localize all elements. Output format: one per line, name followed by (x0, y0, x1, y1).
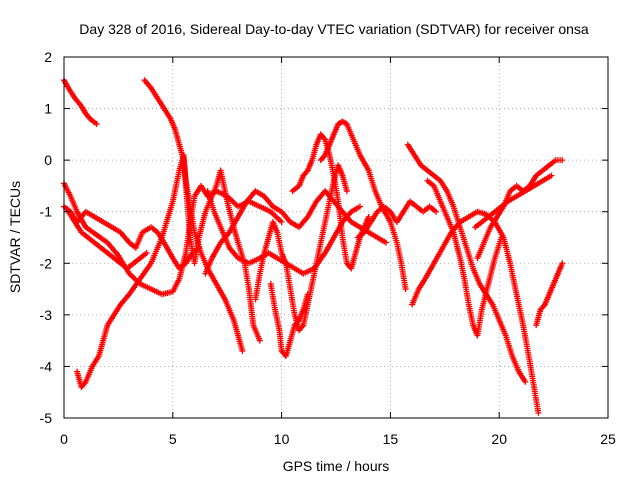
y-tick-label: -3 (40, 307, 53, 323)
data-point-track-14 (522, 378, 529, 385)
x-tick-label: 5 (169, 431, 177, 447)
data-point-track-7 (383, 239, 390, 246)
data-point-track-1 (93, 121, 100, 128)
data-point-track-12 (321, 153, 328, 160)
x-tick-label: 0 (60, 431, 68, 447)
grid-layer (64, 57, 608, 418)
x-tick-label: 10 (274, 431, 290, 447)
data-point-track-13 (433, 208, 440, 215)
data-point-track-5 (195, 244, 202, 251)
y-tick-label: -2 (40, 255, 53, 271)
y-tick-label: 2 (44, 49, 52, 65)
y-tick-label: -5 (40, 410, 53, 426)
data-point-track-2 (278, 219, 285, 226)
axis-ticks: 0 5 10 15 20 25 -5 -4 -3 -2 -1 0 1 2 (40, 49, 616, 447)
y-tick-label: 0 (44, 152, 52, 168)
data-points (61, 77, 566, 416)
x-tick-label: 20 (491, 431, 507, 447)
y-tick-label: -4 (40, 358, 53, 374)
data-point-track-15 (535, 409, 542, 416)
data-point-track-19 (559, 260, 566, 267)
data-point-track-19 (540, 302, 547, 309)
data-point-track-3 (81, 380, 88, 387)
plot-frame (63, 56, 609, 419)
y-axis-label: SDTVAR / TECUs (7, 181, 23, 293)
x-axis-label: GPS time / hours (283, 458, 390, 474)
data-point-track-4 (239, 347, 246, 354)
data-point-track-3 (256, 337, 263, 344)
data-point-track-12 (402, 286, 409, 293)
data-point-track-10 (304, 291, 311, 298)
x-tick-label: 15 (383, 431, 399, 447)
y-tick-label: 1 (44, 101, 52, 117)
data-point-track-6 (143, 249, 150, 256)
data-point-track-8 (356, 203, 363, 210)
data-point-track-11 (303, 168, 310, 175)
data-point-track-9 (299, 323, 306, 330)
data-point-track-9 (343, 188, 350, 195)
data-point-track-10 (294, 318, 301, 325)
data-point-track-11 (365, 213, 372, 220)
chart-title: Day 328 of 2016, Sidereal Day-to-day VTE… (79, 21, 589, 37)
x-tick-label: 25 (600, 431, 616, 447)
data-point-track-17 (559, 157, 566, 164)
y-tick-label: -1 (40, 204, 53, 220)
data-point-track-16 (498, 234, 505, 241)
data-point-track-11 (321, 135, 328, 142)
data-point-track-18 (548, 172, 555, 179)
